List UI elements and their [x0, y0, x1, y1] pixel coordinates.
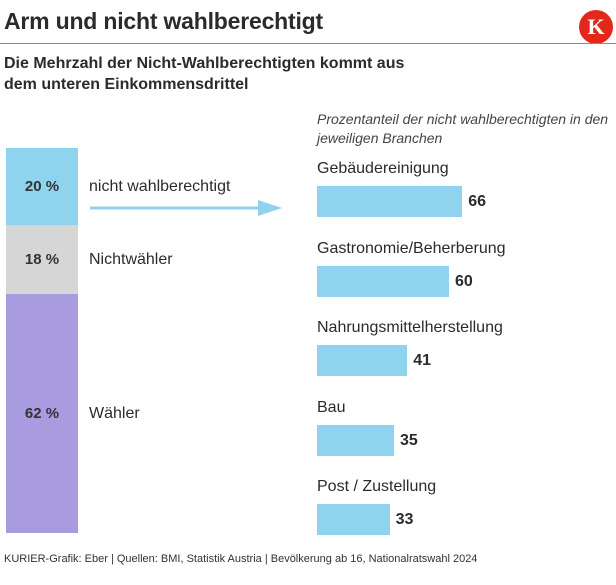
category-label: Gastronomie/Beherberung — [317, 239, 506, 257]
bar-value: 35 — [400, 431, 418, 449]
bar-value: 41 — [413, 352, 431, 369]
segment-nicht-wahlberechtigt — [6, 148, 78, 225]
bar-gebaeudereinigung — [317, 186, 463, 217]
segment-label-waehler: Wähler — [89, 404, 140, 422]
bar-gastronomie — [317, 265, 449, 297]
bar-nahrungsmittel — [317, 345, 408, 376]
header-divider — [0, 43, 616, 44]
source-footer: KURIER-Grafik: Eber | Quellen: BMI, Stat… — [4, 553, 478, 565]
bar-value: 33 — [395, 511, 414, 528]
segment-label-nichtwaehler: Nichtwähler — [89, 250, 173, 268]
category-label: Post / Zustellung — [317, 478, 437, 495]
category-label: Nahrungsmittelherstellung — [317, 319, 503, 336]
chart-title: Arm und nicht wahlberechtigt — [4, 8, 323, 34]
category-label: Bau — [317, 398, 346, 416]
segment-value-nichtwaehler: 18 % — [24, 250, 60, 268]
bar-value: 66 — [468, 193, 486, 210]
chart-subtitle: Die Mehrzahl der Nicht-Wahlberechtigten … — [4, 55, 405, 93]
segment-value-nicht-wahlberechtigt: 20 % — [24, 177, 60, 195]
segment-value-waehler: 62 % — [24, 404, 60, 422]
segment-waehler — [6, 294, 78, 533]
kurier-logo: K — [579, 10, 613, 44]
segment-nichtwaehler — [6, 225, 78, 295]
arrow-head-icon — [258, 200, 282, 216]
bar-post-zustellung — [317, 504, 390, 535]
segment-label-nicht-wahlberechtigt: nicht wahlberechtigt — [89, 177, 231, 195]
bar-bau — [317, 424, 394, 456]
branch-chart-note: Prozentanteil der nicht wahlberechtigten… — [317, 111, 609, 146]
category-label: Gebäudereinigung — [317, 160, 449, 177]
bar-value: 60 — [455, 272, 473, 290]
